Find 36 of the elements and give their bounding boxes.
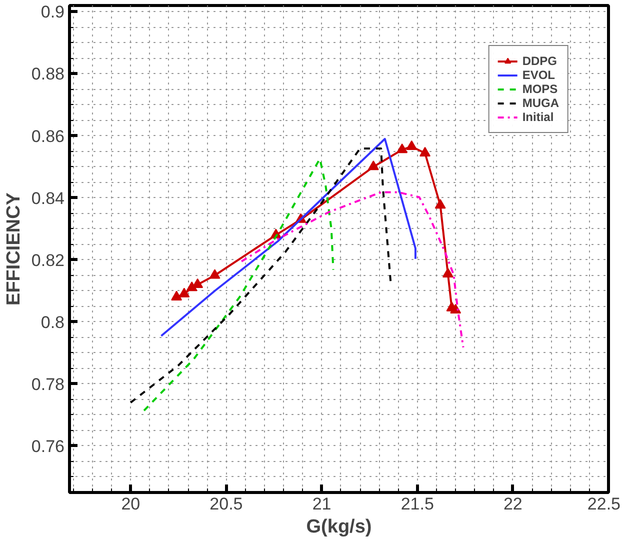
x-tick-label: 22 xyxy=(503,494,522,514)
y-tick-label: 0.88 xyxy=(31,64,65,84)
x-axis-title: G(kg/s) xyxy=(306,516,372,538)
point xyxy=(396,143,408,154)
x-tick-label: 20.5 xyxy=(210,494,243,514)
point xyxy=(420,146,431,157)
y-tick-label: 0.86 xyxy=(31,126,65,146)
y-axis-title: EFFICIENCY xyxy=(3,192,24,306)
x-tick-label: 20 xyxy=(121,494,140,514)
line-series xyxy=(240,191,464,348)
legend-label: MOPS xyxy=(522,82,558,96)
legend-label: EVOL xyxy=(522,68,555,82)
point xyxy=(178,288,190,298)
y-tick-label: 0.9 xyxy=(40,2,65,22)
point xyxy=(406,140,418,150)
legend-label: DDPG xyxy=(522,54,557,68)
point xyxy=(434,198,446,209)
legend-label: MUGA xyxy=(522,96,559,110)
legend-label: Initial xyxy=(522,110,554,124)
point xyxy=(209,269,220,279)
point xyxy=(192,278,204,288)
point xyxy=(442,268,454,278)
point xyxy=(368,160,379,170)
y-tick-label: 0.76 xyxy=(31,436,65,456)
y-tick-label: 0.82 xyxy=(31,250,65,270)
x-tick-label: 22.5 xyxy=(587,494,621,514)
point xyxy=(171,290,182,300)
x-tick-label: 21.5 xyxy=(400,494,434,514)
line-series xyxy=(143,158,334,412)
y-tick-label: 0.78 xyxy=(31,374,65,394)
y-tick-label: 0.8 xyxy=(40,312,65,332)
y-tick-label: 0.84 xyxy=(31,188,65,208)
line-series xyxy=(130,148,392,404)
line-series xyxy=(160,138,416,337)
point xyxy=(450,304,462,314)
x-tick-label: 21 xyxy=(312,494,332,514)
